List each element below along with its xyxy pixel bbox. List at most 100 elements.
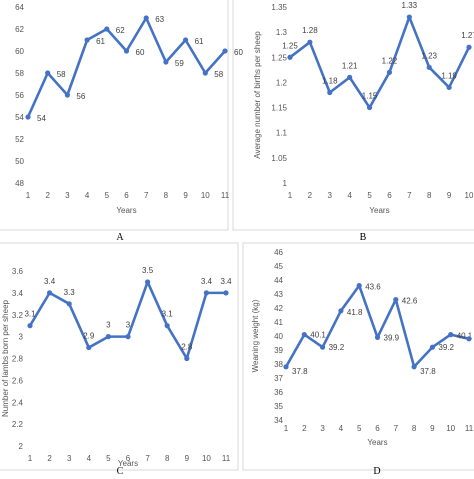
data-point [366, 104, 373, 111]
data-label: 1.19 [441, 71, 457, 80]
y-tick-label: 38 [274, 360, 283, 369]
data-label: 63 [155, 15, 164, 24]
x-tick-label: 4 [85, 191, 90, 200]
data-point [25, 114, 31, 120]
data-label: 3.4 [220, 277, 232, 286]
y-tick-label: 48 [15, 179, 24, 188]
x-tick-label: 7 [407, 191, 412, 200]
x-tick-label: 2 [302, 424, 307, 433]
chart-panel-c: C 22.22.42.62.833.23.43.61 2 3 4 5 6 7 8 9 10 11Ye… [0, 242, 239, 477]
y-axis-label: Weaning weight (kg) [251, 299, 260, 372]
data-label: 40.1 [457, 332, 473, 341]
data-label: 61 [195, 37, 204, 46]
data-label: 1.21 [342, 61, 358, 70]
panel-label: A [116, 232, 124, 243]
x-tick-label: 7 [144, 191, 149, 200]
data-point [86, 344, 92, 351]
x-tick-label: 7 [145, 454, 150, 463]
data-label: 39.2 [329, 343, 345, 352]
y-tick-label: 1.15 [271, 104, 287, 113]
data-point [320, 344, 326, 350]
data-point [406, 14, 412, 20]
data-label: 42.6 [402, 297, 418, 306]
x-tick-label: 9 [447, 191, 452, 200]
x-tick-label: 5 [105, 191, 110, 200]
data-label: 62 [116, 26, 125, 35]
y-tick-label: 62 [15, 25, 24, 34]
data-point [287, 54, 293, 60]
data-point [393, 297, 399, 303]
y-tick-label: 2 [19, 442, 24, 451]
data-point [386, 69, 393, 75]
y-tick-label: 39 [274, 346, 283, 355]
y-tick-label: 50 [15, 157, 24, 166]
data-label: 39.9 [384, 333, 400, 342]
data-label: 37.8 [292, 367, 308, 376]
data-point [446, 84, 452, 91]
data-point [64, 92, 70, 98]
panel-label: B [360, 232, 367, 243]
data-label: 3.1 [24, 310, 36, 319]
data-label: 37.8 [420, 367, 436, 376]
data-point [143, 15, 149, 21]
x-tick-label: 4 [347, 191, 352, 200]
data-point [105, 334, 111, 340]
data-point [47, 290, 53, 296]
x-tick-label: 4 [339, 424, 344, 433]
data-point [301, 332, 307, 338]
y-tick-label: 3.4 [12, 289, 24, 298]
x-tick-label: 8 [427, 191, 432, 200]
data-point [223, 290, 229, 296]
x-tick-label: 10 [201, 191, 210, 200]
panel-frame [242, 242, 474, 471]
data-point [125, 334, 131, 340]
x-tick-label: 3 [328, 191, 333, 200]
y-tick-label: 3.6 [12, 267, 24, 276]
x-tick-label: 8 [165, 454, 170, 463]
data-point [429, 344, 435, 350]
data-label: 43.6 [365, 283, 381, 292]
data-label: 1.15 [362, 92, 378, 101]
data-point [327, 89, 333, 96]
y-tick-label: 64 [15, 3, 24, 12]
y-tick-label: 37 [274, 374, 283, 383]
series-line [284, 284, 470, 369]
y-tick-label: 60 [15, 47, 24, 56]
y-tick-label: 1.2 [276, 78, 288, 87]
x-tick-label: 3 [65, 191, 70, 200]
y-tick-label: 1.3 [276, 28, 288, 37]
data-label: 60 [234, 48, 243, 57]
y-axis-label: Average number of births per sheep [253, 31, 262, 159]
data-label: 41.8 [347, 308, 363, 317]
data-label: 3.3 [64, 288, 76, 297]
x-tick-label: 11 [222, 454, 231, 463]
data-point [466, 44, 472, 50]
data-label: 1.25 [282, 41, 298, 50]
x-tick-label: 10 [202, 454, 211, 463]
data-point [426, 64, 432, 70]
data-point [283, 364, 289, 370]
x-tick-label: 2 [45, 191, 50, 200]
data-label: 1.27 [461, 31, 474, 40]
y-tick-label: 43 [274, 290, 283, 299]
x-tick-label: 2 [47, 454, 52, 463]
data-label: 1.22 [382, 56, 398, 65]
y-tick-label: 1.25 [271, 53, 287, 62]
y-tick-label: 52 [15, 135, 24, 144]
x-tick-label: 5 [357, 424, 362, 433]
x-tick-label: 6 [126, 454, 131, 463]
data-label: 54 [37, 114, 46, 123]
data-point [183, 37, 189, 43]
x-tick-label: 8 [412, 424, 417, 433]
x-tick-label: 1 [28, 454, 33, 463]
data-point [66, 301, 72, 307]
data-label: 3.4 [201, 277, 213, 286]
data-point [374, 334, 381, 340]
y-tick-label: 58 [15, 69, 24, 78]
y-tick-label: 46 [274, 248, 283, 257]
x-tick-label: 5 [367, 191, 372, 200]
y-tick-label: 44 [274, 276, 283, 285]
x-tick-label: 11 [465, 424, 474, 433]
